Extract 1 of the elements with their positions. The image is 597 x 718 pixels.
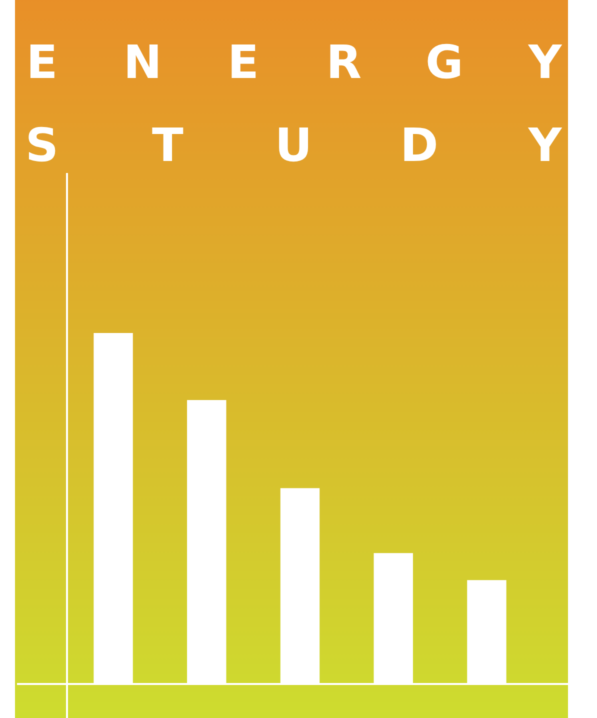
chart-title: ENERGY STUDY [25,35,562,172]
